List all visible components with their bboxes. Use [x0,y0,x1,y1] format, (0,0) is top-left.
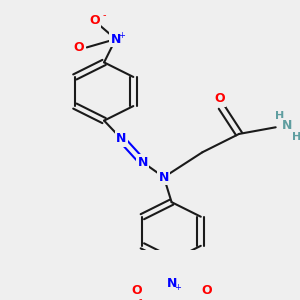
Text: N: N [116,132,127,146]
Text: N: N [159,171,169,184]
Text: -: - [139,294,142,300]
Text: H: H [275,111,284,121]
Text: O: O [89,14,100,27]
Text: -: - [102,10,106,20]
Text: O: O [201,284,211,297]
Text: +: + [118,31,125,40]
Text: O: O [214,92,225,106]
Text: +: + [174,283,181,292]
Text: N: N [167,277,177,290]
Text: N: N [110,33,121,46]
Text: O: O [74,41,84,54]
Text: O: O [132,284,142,297]
Text: N: N [282,119,292,132]
Text: H: H [292,132,300,142]
Text: N: N [137,156,148,169]
